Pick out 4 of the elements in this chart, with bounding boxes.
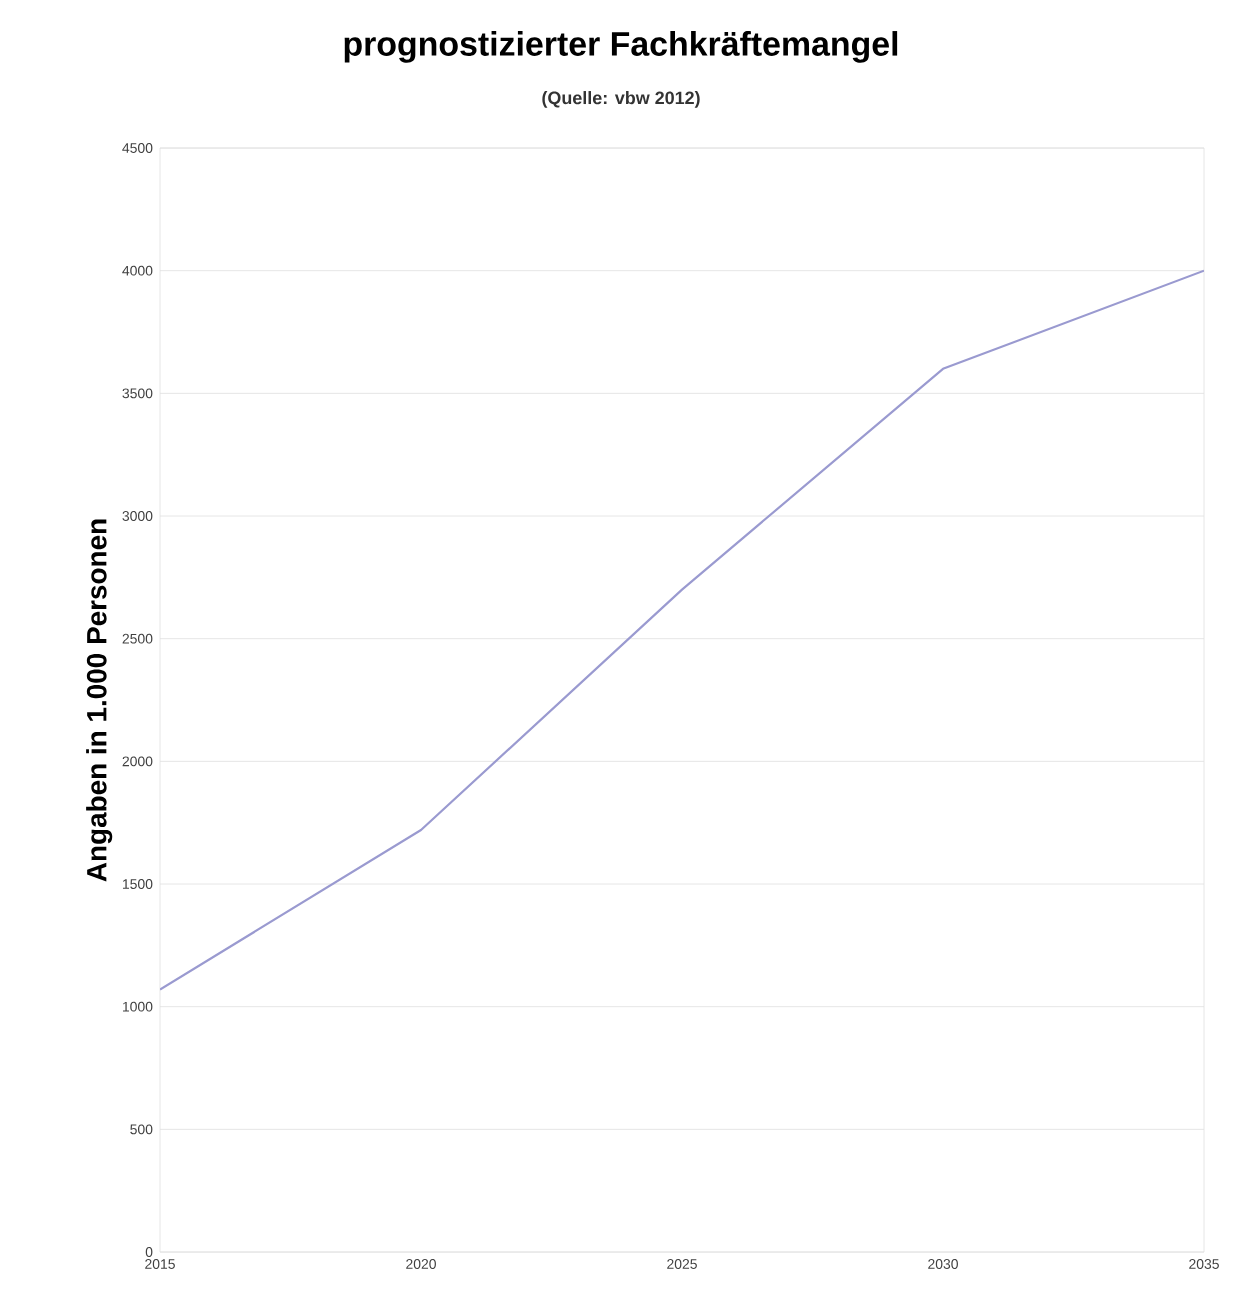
chart-title: prognostizierter Fachkräftemangel xyxy=(344,31,898,63)
y-axis-title: Angaben in 1.000 Personen xyxy=(86,519,113,882)
chart-subtitle: (Quelle: vbw 2012) xyxy=(542,91,700,108)
line-series xyxy=(160,269,1205,991)
